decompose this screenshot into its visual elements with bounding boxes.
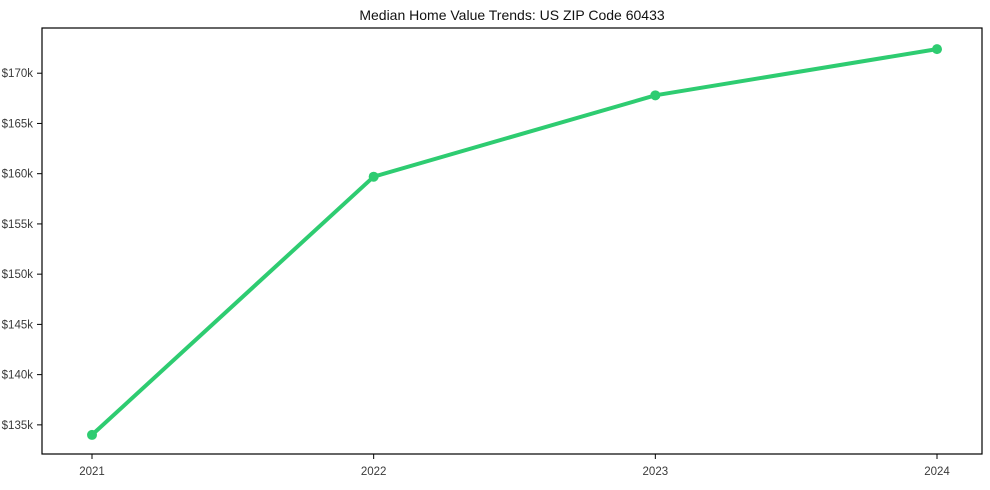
y-axis-tick-label: $135k: [2, 420, 34, 432]
y-axis-tick-label: $150k: [2, 269, 34, 281]
data-point-marker: [368, 171, 379, 182]
data-point-marker: [650, 90, 661, 101]
x-axis-tick-label: 2021: [79, 466, 105, 478]
chart-title: Median Home Value Trends: US ZIP Code 60…: [359, 7, 665, 23]
data-point-marker: [87, 429, 97, 440]
data-point-marker: [932, 44, 942, 55]
y-axis-tick-label: $165k: [2, 118, 34, 130]
x-axis-tick-label: 2023: [643, 466, 669, 478]
y-axis-tick-label: $140k: [2, 370, 34, 382]
x-axis-tick-label: 2024: [924, 466, 950, 478]
plot-border: [41, 27, 983, 455]
x-axis-tick-label: 2022: [361, 466, 387, 478]
y-axis-tick-label: $155k: [2, 219, 34, 231]
y-axis-tick-label: $170k: [2, 68, 34, 80]
series-line: [90, 47, 939, 437]
y-axis-tick-label: $145k: [2, 319, 34, 331]
y-axis-tick-label: $160k: [2, 169, 34, 181]
